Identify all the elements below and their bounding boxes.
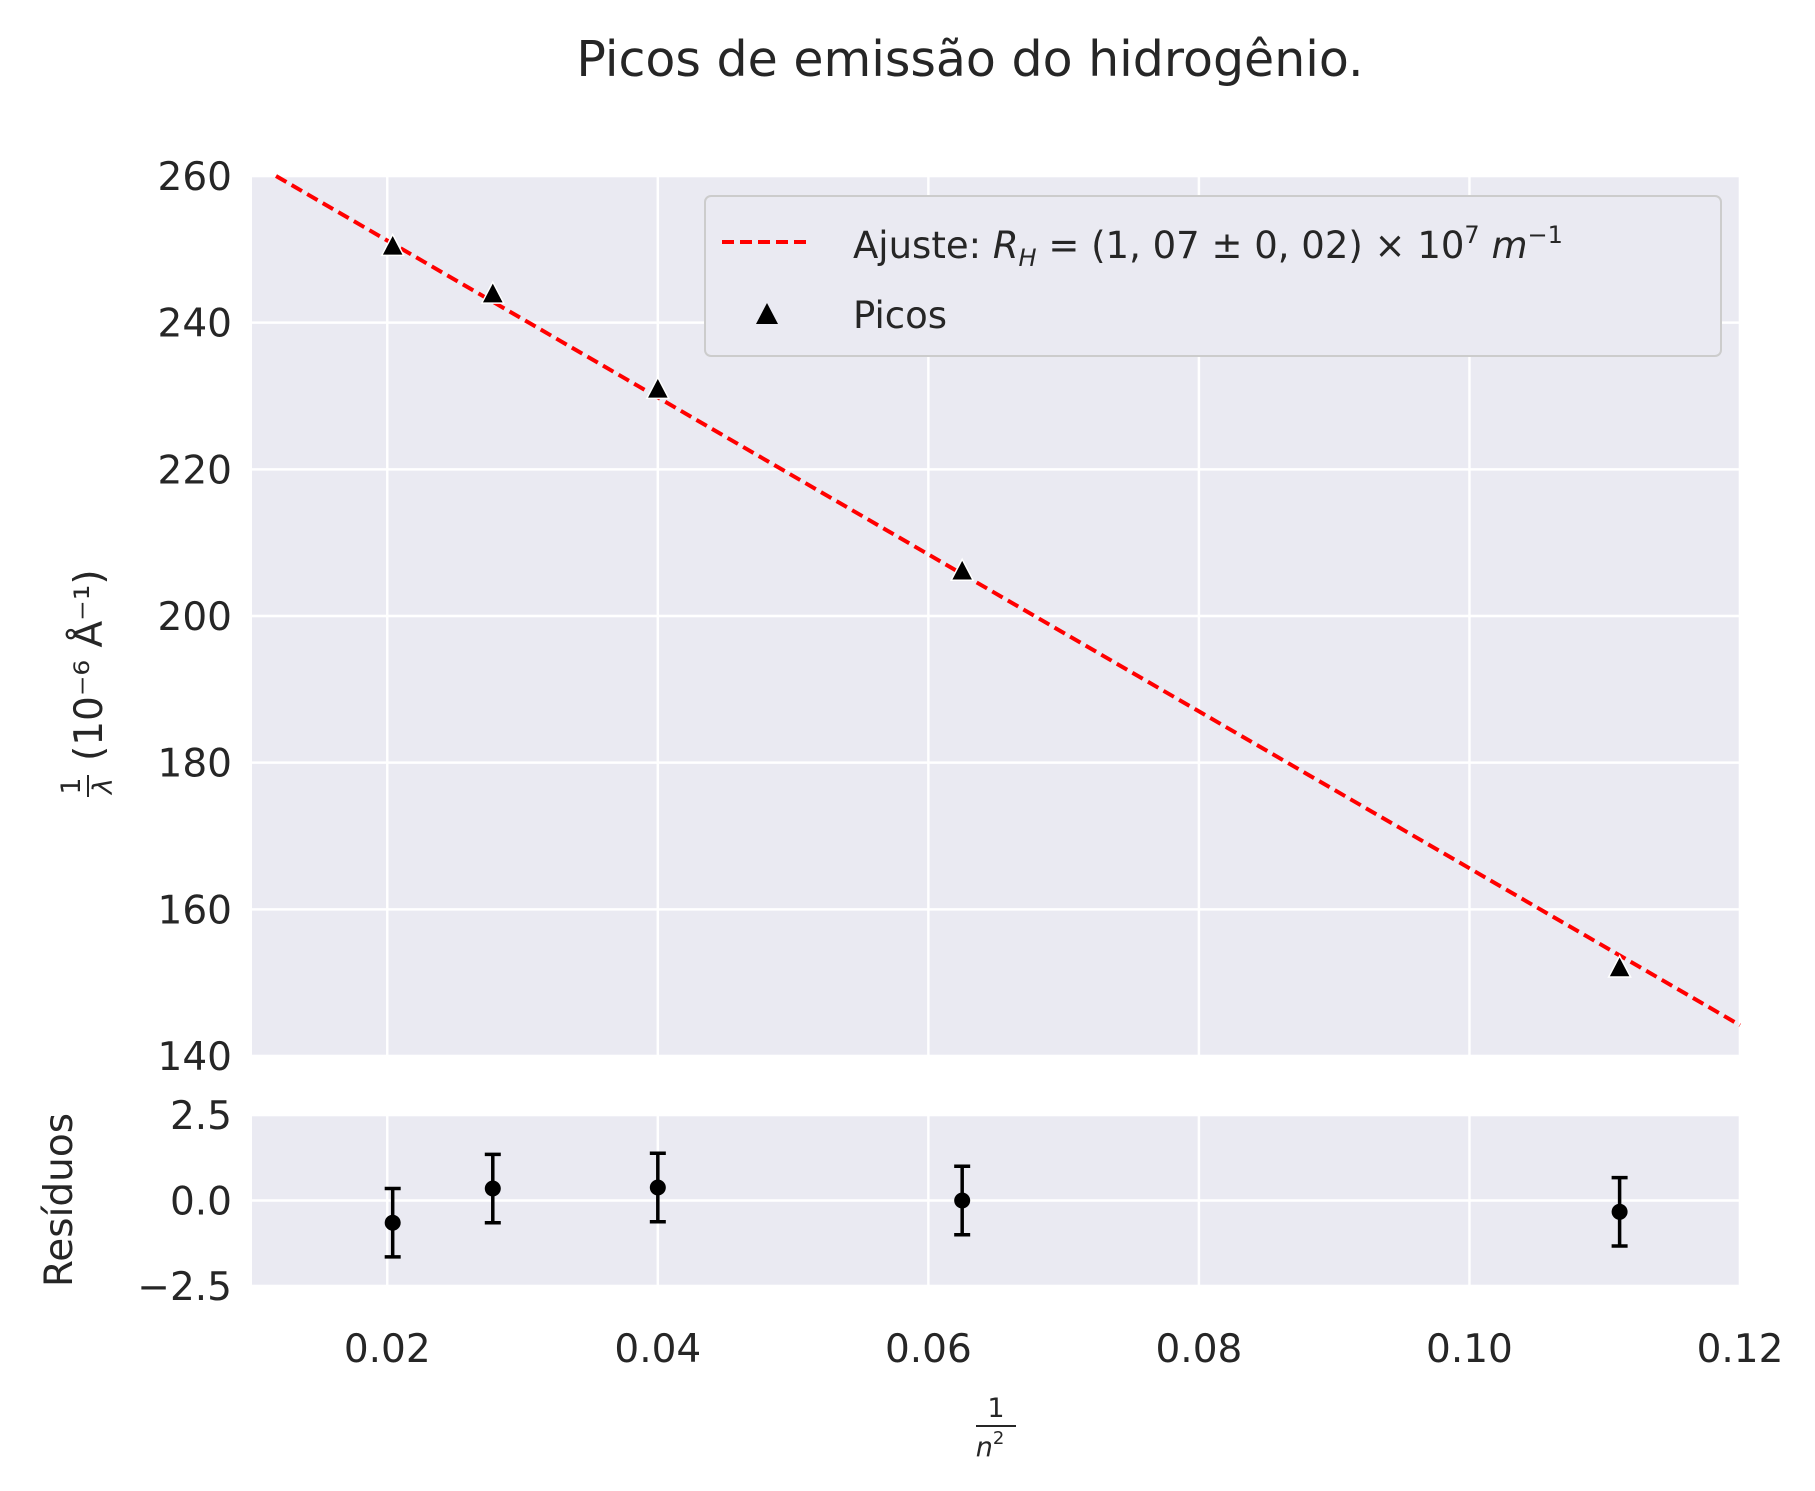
peak-marker bbox=[1607, 954, 1632, 978]
legend-peaks-label: Picos bbox=[853, 294, 947, 337]
residual-point bbox=[649, 1179, 666, 1196]
y-label-units: (10⁻⁶ Å⁻¹) bbox=[65, 569, 112, 761]
main-y-axis-label: 1 λ (10⁻⁶ Å⁻¹) bbox=[56, 569, 119, 797]
residuals-y-axis-label: Resíduos bbox=[37, 1113, 82, 1287]
residual-point bbox=[484, 1180, 501, 1197]
x-label-fraction-numerator: 1 bbox=[987, 1393, 1004, 1424]
residuals-y-tick-labels: −2.5 0.0 2.5 bbox=[137, 1094, 232, 1310]
main-y-tick-label: 220 bbox=[158, 448, 232, 493]
peak-marker bbox=[645, 375, 671, 400]
legend-fit-label: Ajuste: RH = (1, 07 ± 0, 02) × 107 m−1 bbox=[853, 221, 1563, 272]
fit-line-group bbox=[275, 174, 1742, 1027]
x-tick-label: 0.08 bbox=[1155, 1327, 1242, 1372]
x-tick-label: 0.10 bbox=[1426, 1327, 1513, 1372]
residual-point bbox=[1611, 1203, 1628, 1220]
main-y-tick-label: 260 bbox=[158, 155, 232, 200]
peak-marker bbox=[949, 557, 975, 582]
residual-errorbars bbox=[384, 1151, 1628, 1259]
fit-line bbox=[275, 174, 1742, 1027]
residual-point bbox=[954, 1192, 971, 1209]
y-label-fraction-denominator: λ bbox=[88, 778, 119, 796]
x-tick-label: 0.12 bbox=[1697, 1327, 1784, 1372]
x-tick-label: 0.02 bbox=[344, 1327, 431, 1372]
main-y-tick-labels: 140 160 180 200 220 240 260 bbox=[158, 155, 232, 1080]
main-y-tick-label: 180 bbox=[158, 742, 232, 787]
legend: Ajuste: RH = (1, 07 ± 0, 02) × 107 m−1 P… bbox=[704, 195, 1722, 357]
main-y-tick-label: 140 bbox=[158, 1035, 232, 1080]
residual-point bbox=[384, 1214, 401, 1231]
x-tick-label: 0.06 bbox=[885, 1327, 972, 1372]
peak-marker bbox=[480, 280, 506, 304]
residuals-panel: −2.5 0.0 2.5 0.02 0.04 0.06 0.08 0.10 0.12 bbox=[137, 1094, 1783, 1372]
peak-marker bbox=[380, 232, 405, 257]
x-axis-label: 1 n2 bbox=[976, 1393, 1016, 1463]
legend-frame bbox=[704, 195, 1722, 357]
residuals-y-tick-label: 2.5 bbox=[170, 1094, 232, 1139]
x-tick-label: 0.04 bbox=[614, 1327, 701, 1372]
main-y-tick-label: 200 bbox=[158, 595, 232, 640]
x-label-fraction-denominator: n bbox=[976, 1432, 993, 1463]
x-label-fraction-exponent: 2 bbox=[993, 1428, 1004, 1449]
svg-text:n2: n2 bbox=[976, 1428, 1005, 1463]
legend-peaks-swatch bbox=[756, 303, 778, 324]
main-y-tick-label: 160 bbox=[158, 888, 232, 933]
peak-markers bbox=[380, 232, 1632, 978]
residuals-y-tick-label: −2.5 bbox=[137, 1265, 232, 1310]
y-label-fraction-numerator: 1 bbox=[56, 777, 87, 794]
main-plot-grid bbox=[252, 174, 1742, 1058]
x-tick-labels: 0.02 0.04 0.06 0.08 0.10 0.12 bbox=[344, 1327, 1784, 1372]
residuals-y-tick-label: 0.0 bbox=[170, 1180, 232, 1225]
main-y-tick-label: 240 bbox=[158, 302, 232, 347]
chart-title: Picos de emissão do hidrogênio. bbox=[576, 31, 1363, 88]
